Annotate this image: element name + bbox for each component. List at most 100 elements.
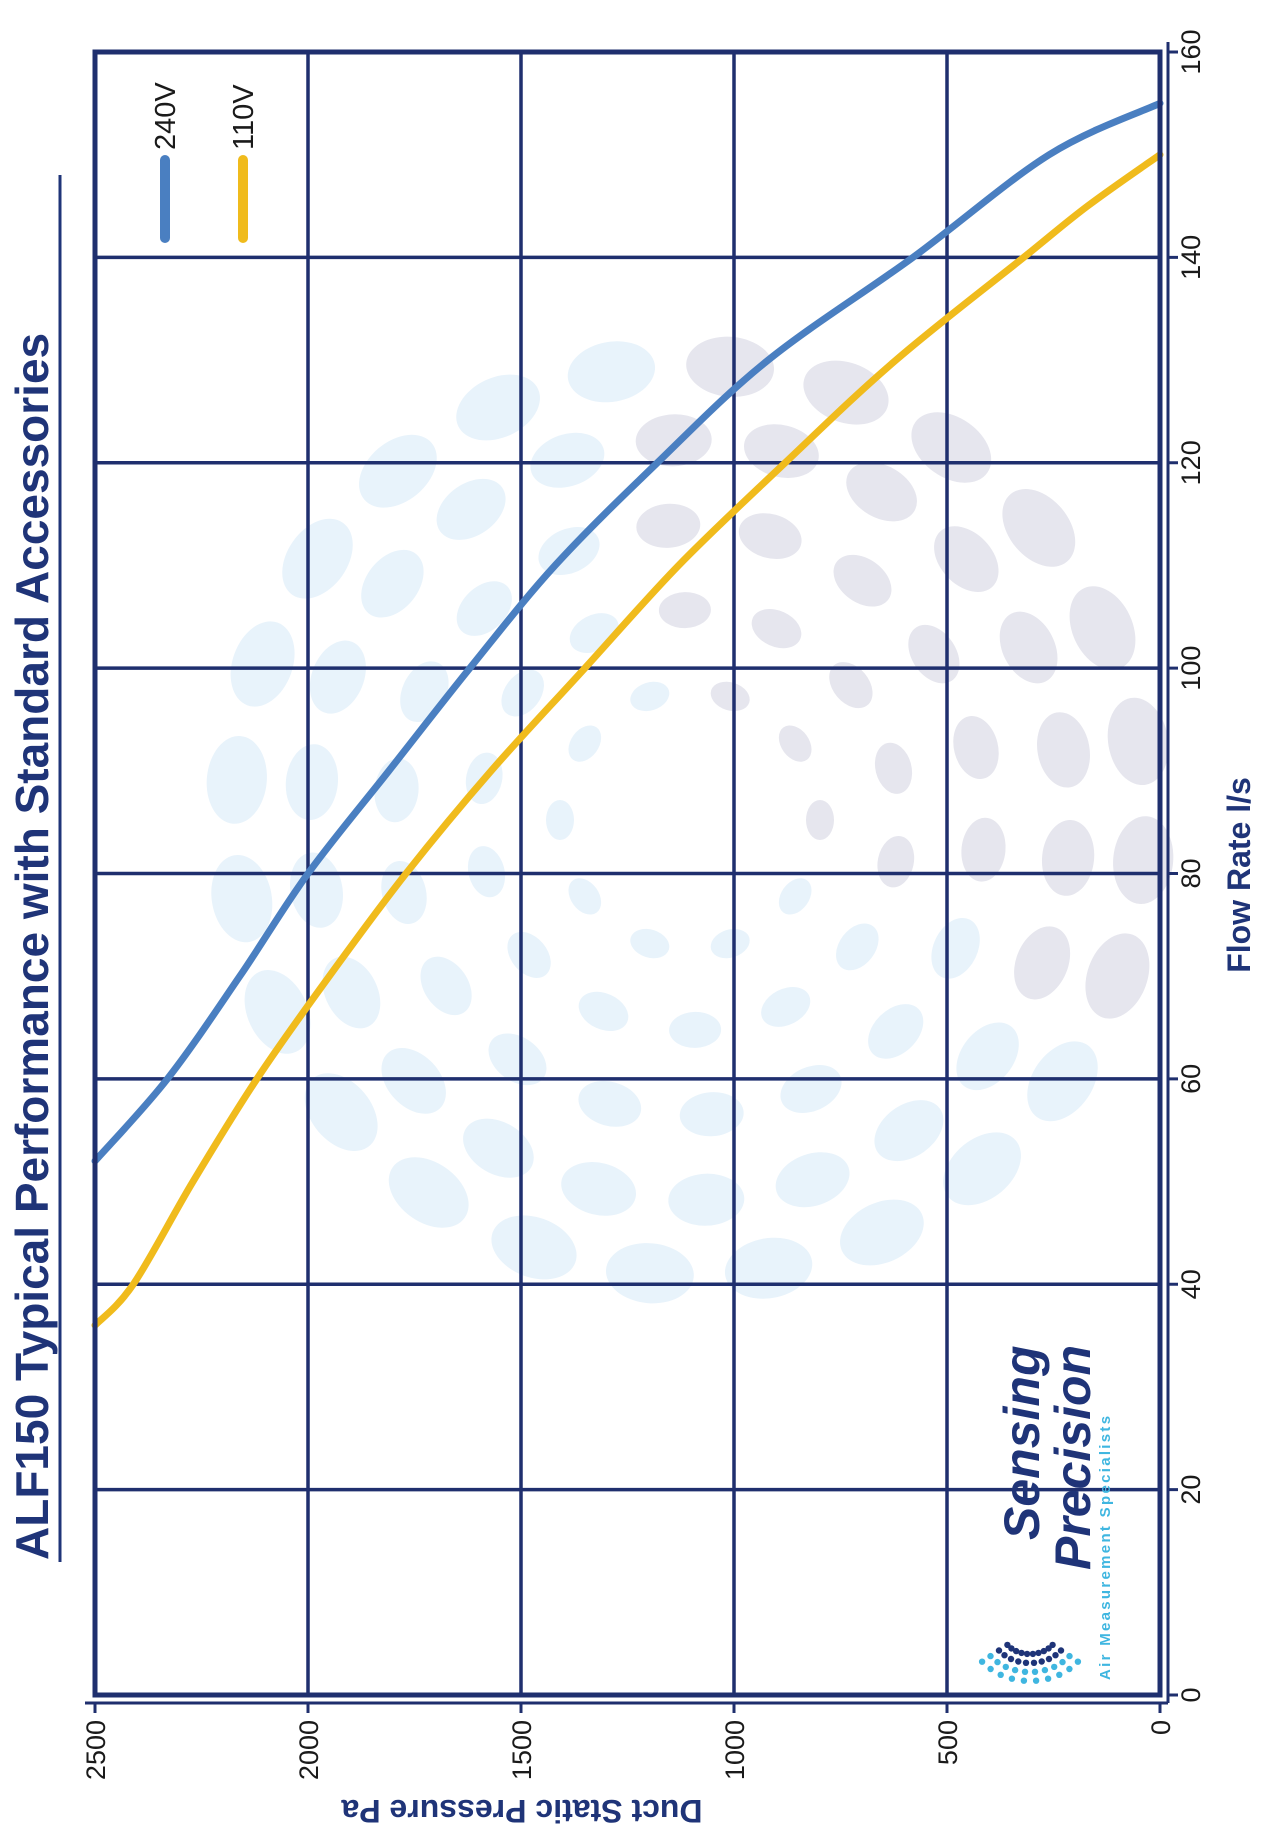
watermark-dot — [206, 735, 267, 824]
watermark-dot — [668, 1173, 745, 1226]
logo-dot — [1023, 1650, 1031, 1658]
watermark-dot — [420, 956, 472, 1016]
watermark-dot — [686, 336, 775, 397]
watermark-dot — [738, 513, 802, 559]
watermark-dot — [1041, 819, 1095, 896]
logo-dot — [1057, 1647, 1065, 1654]
logo-dot — [1011, 1666, 1019, 1674]
watermark-dot — [561, 1162, 637, 1216]
logo-tagline: Air Measurement Specialists — [1097, 1414, 1114, 1680]
watermark-dot — [567, 341, 656, 403]
watermark-dot — [530, 432, 605, 488]
watermark-dot — [488, 1033, 547, 1086]
watermark-dot — [679, 1092, 744, 1137]
y-tick-label: 1000 — [720, 1720, 750, 1780]
legend: 240V 110V — [150, 82, 260, 243]
watermark-dot — [775, 1152, 850, 1208]
watermark-dot — [846, 462, 917, 522]
watermark-dot — [934, 526, 999, 592]
logo-dot — [987, 1665, 994, 1673]
watermark-dot — [1002, 489, 1076, 567]
watermark-dot — [578, 991, 629, 1031]
watermark-dot — [491, 1215, 577, 1280]
watermark-dot — [780, 1065, 842, 1113]
watermark-dot — [868, 1004, 924, 1059]
logo-dot — [1029, 1650, 1037, 1658]
logo-dot — [1045, 1645, 1052, 1652]
tick-labels: 0 20 40 60 80 100 120 140 160 0 500 1000 1500 2000 250… — [81, 29, 1206, 1780]
watermark-dot — [829, 662, 873, 709]
y-tick-label: 2500 — [81, 1720, 111, 1780]
watermark-dot — [290, 852, 343, 928]
logo-dot — [1018, 1649, 1025, 1657]
logo-dot — [1002, 1663, 1009, 1671]
logo-dot — [1007, 1655, 1015, 1663]
watermark-dot — [840, 1199, 924, 1266]
watermark-dot — [1085, 933, 1150, 1019]
watermark-dot — [658, 592, 711, 629]
watermark-dot — [999, 611, 1058, 684]
company-logo: Sensing Precision Air Measurement Specia… — [978, 1345, 1114, 1684]
y-tick-label: 0 — [1146, 1720, 1176, 1735]
watermark-dot — [836, 923, 879, 971]
logo-dot — [1004, 1641, 1011, 1649]
logo-dot — [978, 1658, 986, 1665]
watermark-dot — [911, 412, 992, 483]
watermark-dot — [669, 1011, 722, 1048]
watermark-dot — [803, 360, 889, 425]
logo-dot — [997, 1671, 1004, 1679]
y-tick-label: 500 — [933, 1720, 963, 1765]
logo-dot — [1013, 1647, 1020, 1655]
watermark-dot — [710, 928, 750, 959]
watermark-dot — [605, 1243, 694, 1304]
watermark-dot — [751, 609, 802, 649]
watermark-dot — [388, 1157, 469, 1228]
watermark-dot — [1037, 712, 1090, 788]
x-tick-label: 80 — [1176, 858, 1206, 888]
watermark-dot — [833, 554, 892, 607]
watermark-dots — [206, 336, 1174, 1304]
x-axis-title: Flow Rate l/s — [1221, 777, 1257, 973]
x-tick-label: 40 — [1176, 1269, 1206, 1299]
series-line-240V — [91, 99, 1164, 1165]
series-line-110V — [91, 151, 1164, 1329]
watermark-dot — [436, 478, 506, 540]
y-tick-label: 2000 — [294, 1720, 324, 1780]
x-tick-label: 100 — [1176, 646, 1206, 691]
logo-dot — [1030, 1659, 1038, 1667]
watermark-dot — [361, 549, 424, 618]
watermark-dot — [1014, 926, 1071, 1000]
logo-dot — [1001, 1652, 1008, 1659]
logo-dot — [1040, 1647, 1048, 1655]
watermark-dot — [761, 986, 811, 1027]
logo-dot — [994, 1658, 1001, 1666]
x-tick-label: 20 — [1176, 1475, 1206, 1505]
watermark-dot — [546, 800, 574, 840]
watermark-dot — [956, 1022, 1019, 1091]
logo-dot — [1044, 1675, 1052, 1682]
watermark-dot — [931, 917, 980, 979]
logo-dot — [1041, 1666, 1049, 1674]
watermark-dot — [381, 861, 427, 924]
legend-label-240V: 240V — [150, 82, 182, 150]
watermark-dot — [778, 725, 812, 762]
logo-dot — [1015, 1658, 1022, 1665]
logo-dot — [1051, 1663, 1058, 1671]
logo-dot — [1052, 1652, 1059, 1659]
watermark-dot — [743, 424, 819, 478]
watermark-dot — [244, 970, 311, 1054]
watermark-dot — [630, 928, 670, 959]
y-tick-label: 1500 — [507, 1720, 537, 1780]
logo-dot — [1021, 1668, 1029, 1676]
logo-dot — [1056, 1671, 1063, 1679]
x-tick-label: 120 — [1176, 440, 1206, 485]
logo-dot — [995, 1647, 1003, 1654]
watermark-dot — [578, 1081, 642, 1127]
watermark-dot — [943, 1132, 1021, 1206]
watermark-dot — [322, 956, 381, 1029]
y-axis-title: Duct Static Pressure Pa — [341, 1793, 702, 1829]
watermark-dot — [304, 1073, 378, 1151]
watermark-dot — [1027, 1041, 1098, 1122]
logo-dot — [987, 1652, 994, 1660]
